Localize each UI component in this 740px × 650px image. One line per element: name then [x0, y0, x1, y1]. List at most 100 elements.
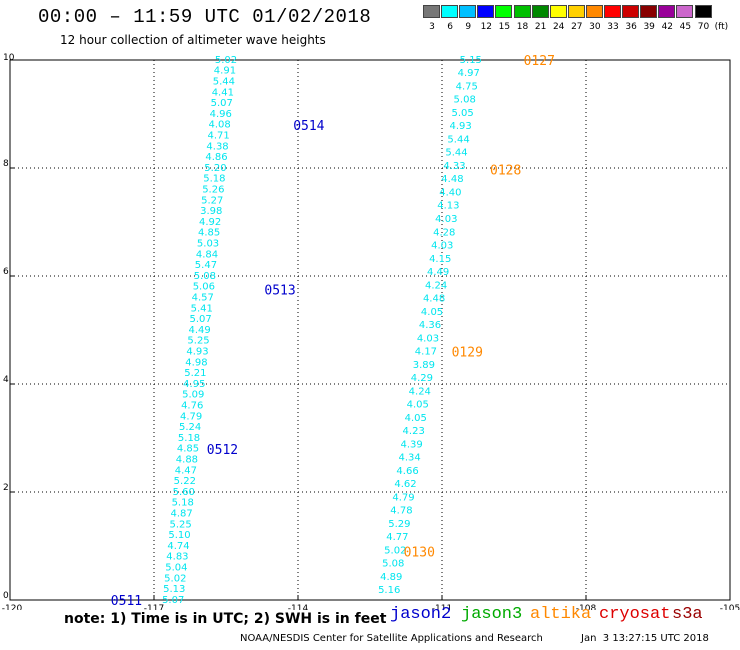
swh-value-label: 4.77 [386, 532, 408, 543]
swh-value-label: 4.29 [411, 373, 433, 384]
swh-value-label: 5.02 [384, 545, 406, 556]
colorbar-label: 21 [534, 22, 547, 32]
swh-value-label: 4.48 [441, 174, 463, 185]
swh-value-label: 4.41 [212, 87, 234, 98]
colorbar-swatch [604, 5, 621, 18]
page-subtitle: 12 hour collection of altimeter wave hei… [60, 33, 326, 47]
colorbar-swatch [459, 5, 477, 18]
swh-value-label: 5.27 [201, 195, 223, 206]
swh-value-label: 4.24 [425, 280, 447, 291]
swh-value-label: 5.29 [388, 519, 410, 530]
swh-value-label: 5.25 [187, 336, 209, 347]
swh-value-label: 4.75 [456, 81, 478, 92]
colorbar-swatch [676, 5, 694, 18]
swh-value-label: 5.13 [163, 584, 185, 595]
swh-value-label: 4.49 [188, 325, 210, 336]
swh-value-label: 4.85 [198, 228, 220, 239]
swh-value-label: 4.74 [167, 541, 189, 552]
y-tick-label: 2 [3, 483, 9, 493]
swh-value-label: 5.08 [454, 95, 476, 106]
swh-value-label: 5.08 [382, 559, 404, 570]
colorbar-swatch [423, 5, 440, 18]
swh-value-label: 5.24 [179, 422, 201, 433]
swh-value-label: 5.15 [460, 55, 482, 66]
colorbar-swatch [640, 5, 658, 18]
pass-time-label: 0514 [293, 119, 324, 134]
swh-value-label: 5.03 [197, 239, 219, 250]
colorbar-swatch [477, 5, 495, 18]
page-title: 00:00 – 11:59 UTC 01/02/2018 [38, 6, 372, 28]
legend-item-jason3: jason3 [461, 605, 523, 624]
swh-value-label: 4.62 [394, 479, 416, 490]
swh-value-label: 4.87 [171, 509, 193, 520]
swh-value-label: 5.02 [164, 573, 186, 584]
swh-value-label: 4.85 [177, 444, 199, 455]
swh-value-label: 4.79 [392, 492, 414, 503]
colorbar-swatch [658, 5, 676, 18]
swh-value-label: 4.24 [409, 386, 431, 397]
x-tick-label: -105 [720, 604, 740, 610]
swh-value-label: 4.92 [199, 217, 221, 228]
swh-value-label: 5.18 [178, 433, 200, 444]
colorbar-label: 24 [552, 22, 565, 32]
swh-value-label: 4.13 [437, 201, 459, 212]
swh-value-label: 5.10 [168, 530, 190, 541]
swh-value-label: 4.47 [175, 465, 197, 476]
colorbar-swatch [622, 5, 640, 18]
colorbar-label: 6 [447, 22, 453, 32]
swh-value-label: 5.41 [191, 303, 213, 314]
x-tick-label: -111 [432, 604, 452, 610]
swh-value-label: 4.05 [405, 413, 427, 424]
colorbar-label: 33 [607, 22, 619, 32]
swh-value-label: 4.28 [433, 227, 455, 238]
swh-value-label: 5.60 [173, 487, 195, 498]
swh-value-label: 5.07 [162, 595, 184, 606]
swh-value-label: 5.47 [195, 260, 217, 271]
colorbar-label: 42 [661, 22, 674, 32]
swh-value-label: 4.08 [209, 120, 231, 131]
legend-item-cryosat: cryosat [599, 605, 671, 624]
colorbar-swatch [567, 5, 585, 18]
swh-value-label: 4.15 [429, 254, 451, 265]
swh-value-label: 4.17 [415, 347, 437, 358]
legend-item-jason2: jason2 [390, 605, 452, 624]
x-tick-label: -117 [144, 604, 164, 610]
swh-value-label: 4.03 [431, 241, 453, 252]
pass-time-label: 0127 [524, 54, 555, 69]
swh-value-label: 4.86 [205, 152, 227, 163]
swh-value-label: 4.23 [403, 426, 425, 437]
swh-value-label: 4.96 [210, 109, 232, 120]
legend-item-s3a: s3a [672, 605, 703, 624]
swh-value-label: 5.09 [182, 390, 204, 401]
swh-value-label: 4.89 [380, 572, 402, 583]
colorbar-unit: (ft) [714, 22, 729, 32]
colorbar-label: 3 [429, 22, 435, 32]
colorbar-label: 15 [498, 22, 511, 32]
pass-time-label: 0129 [452, 346, 483, 361]
pass-time-label: 0130 [404, 545, 435, 560]
swh-value-label: 4.34 [398, 453, 420, 464]
colorbar-swatch [694, 5, 712, 18]
swh-value-label: 4.97 [458, 68, 480, 79]
swh-value-label: 5.25 [169, 519, 191, 530]
swh-value-label: 4.05 [407, 400, 429, 411]
colorbar-swatch [441, 5, 459, 18]
swh-value-label: 4.93 [186, 347, 208, 358]
swh-value-label: 4.03 [435, 214, 457, 225]
credit-text: NOAA/NESDIS Center for Satellite Applica… [240, 633, 543, 644]
swh-value-label: 3.89 [413, 360, 435, 371]
chart-marks: 5.024.915.444.415.074.964.084.714.384.86… [111, 54, 555, 609]
legend-item-altika: altika [530, 605, 592, 624]
colorbar-swatch [585, 5, 603, 18]
pass-time-label: 0513 [264, 284, 295, 299]
swh-value-label: 4.33 [443, 161, 465, 172]
x-tick-label: -120 [2, 604, 23, 610]
swh-value-label: 4.98 [185, 357, 207, 368]
swh-value-label: 4.76 [181, 401, 203, 412]
colorbar-swatch [549, 5, 567, 18]
pass-time-label: 0512 [207, 443, 238, 458]
swh-value-label: 5.05 [452, 108, 474, 119]
swh-value-label: 5.21 [184, 368, 206, 379]
grid-lines [10, 60, 730, 600]
